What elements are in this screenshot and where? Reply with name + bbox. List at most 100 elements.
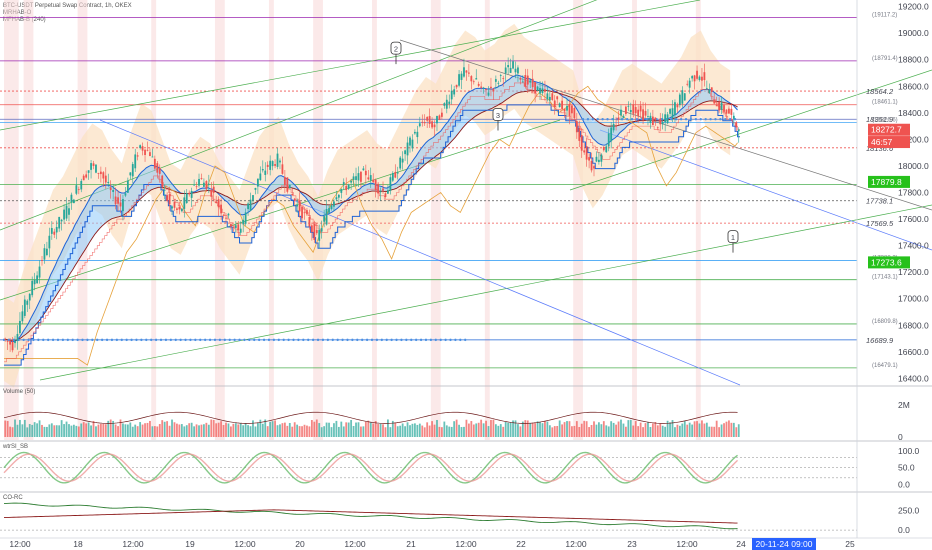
candle-body (671, 108, 674, 119)
osc-signal-line (3, 453, 739, 482)
volume-bar (11, 427, 14, 437)
pane-tick-label: 250.0 (898, 506, 920, 516)
candle-body (472, 81, 475, 83)
dot-marker (71, 338, 74, 342)
volume-bar (710, 426, 713, 437)
dot-marker (699, 118, 702, 121)
volume-bar (610, 421, 613, 437)
candle-body (688, 80, 691, 88)
candle-body (58, 216, 61, 229)
candle-body (65, 205, 68, 219)
candle-body (696, 70, 698, 79)
candle-body (423, 122, 426, 124)
dot-marker (704, 118, 707, 121)
dot-marker (292, 338, 295, 342)
dot-marker (164, 338, 168, 342)
volume-bar (315, 419, 318, 437)
volume-bar (291, 426, 294, 437)
candle-body (524, 75, 527, 87)
dot-marker (321, 338, 325, 342)
volume-bar (193, 426, 196, 437)
candle-body (607, 133, 610, 147)
candle-body (705, 88, 708, 89)
dot-marker (228, 338, 231, 342)
candle-body (394, 171, 397, 178)
volume-bar (198, 425, 200, 437)
dot-marker (145, 338, 148, 342)
volume-bar (654, 422, 657, 437)
price-badge-label: 17879.8 (871, 177, 902, 187)
red-trail-line (4, 82, 740, 363)
price-tick-label: 19000.0 (898, 28, 929, 38)
volume-bar (259, 419, 262, 437)
dot-marker (714, 118, 717, 121)
candle-body (347, 184, 350, 189)
volume-bar (63, 424, 65, 437)
volume-bar (144, 423, 146, 437)
volume-bar (529, 423, 532, 437)
volume-bar (185, 425, 188, 437)
volume-bar (87, 422, 90, 437)
volume-bar (485, 420, 487, 437)
volume-bar (418, 423, 421, 437)
callout-label: 1 (731, 233, 735, 242)
candle-body (382, 188, 384, 191)
dot-marker (203, 338, 207, 342)
candle-body (112, 189, 115, 192)
orange-curve (4, 85, 738, 366)
small-level-label: (18461.1) (872, 100, 898, 106)
volume-bar (536, 421, 539, 437)
session-stripe-12 (695, 0, 701, 440)
volume-bar (296, 424, 299, 437)
candle-body (686, 83, 689, 85)
volume-bar (335, 420, 338, 437)
dot-marker (439, 338, 442, 342)
volume-bar (6, 420, 9, 437)
candle-body (409, 137, 411, 146)
candle-body (497, 82, 500, 84)
candle-body (629, 110, 632, 113)
candle-body (708, 89, 711, 94)
callout-3: 3 (492, 108, 504, 131)
candle-body (318, 229, 321, 241)
volume-bar (203, 424, 205, 437)
candle-body (178, 206, 181, 210)
dot-marker (184, 338, 187, 342)
volume-bar (649, 426, 652, 437)
candle-body (72, 199, 75, 204)
volume-bar (730, 422, 733, 437)
volume-bar (342, 426, 345, 437)
candle-body (291, 194, 294, 196)
dot-marker (218, 338, 222, 342)
dot-marker (282, 338, 285, 342)
volume-bar (68, 424, 70, 437)
candle-body (85, 174, 88, 178)
dot-marker (42, 338, 45, 342)
volume-bar (222, 424, 225, 437)
volume-bar (556, 425, 559, 437)
dot-marker (37, 338, 40, 342)
candle-body (276, 153, 279, 167)
volume-bar (526, 420, 529, 437)
dot-marker (257, 338, 261, 342)
time-cursor-badge (752, 538, 816, 550)
volume-bar (75, 425, 78, 437)
candle-body (114, 196, 117, 205)
price-tick-label: 18400.0 (898, 108, 929, 118)
dot-marker (591, 118, 594, 121)
candle-body (627, 105, 630, 107)
volume-bar (139, 422, 142, 437)
volume-bar (482, 423, 485, 437)
volume-bar (659, 423, 662, 437)
candle-body (131, 164, 134, 177)
candle-body (301, 206, 303, 219)
candle-body (364, 170, 367, 176)
dot-marker (581, 118, 585, 121)
candle-body (156, 163, 159, 173)
trend-line-5 (599, 129, 932, 251)
candle-body (416, 131, 419, 138)
dot-marker (213, 338, 217, 342)
candle-body (230, 224, 232, 227)
candle-body (634, 106, 637, 114)
